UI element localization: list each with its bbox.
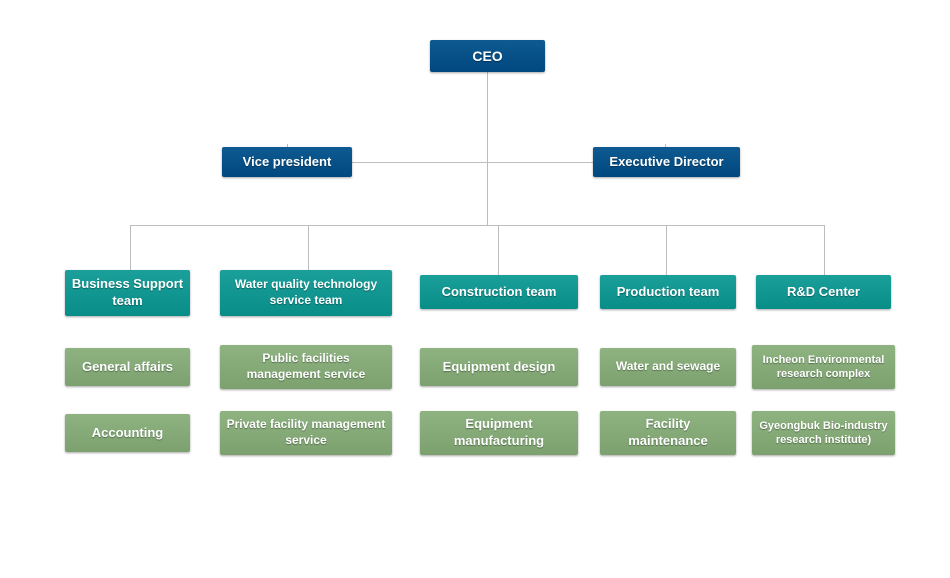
edge (308, 225, 309, 270)
node-accounting: Accounting (65, 414, 190, 452)
node-executive-director: Executive Director (593, 147, 740, 177)
node-business-support-team: Business Support team (65, 270, 190, 316)
edge (498, 225, 499, 275)
edge (824, 225, 825, 275)
node-equipment-manufacturing: Equipment manufacturing (420, 411, 578, 455)
node-gyeongbuk-research-institute: Gyeongbuk Bio-industry research institut… (752, 411, 895, 455)
node-rnd-center: R&D Center (756, 275, 891, 309)
edge (130, 225, 131, 270)
node-vice-president: Vice president (222, 147, 352, 177)
edge (487, 72, 488, 225)
org-chart: CEO Vice president Executive Director Bu… (0, 0, 950, 578)
node-construction-team: Construction team (420, 275, 578, 309)
node-water-and-sewage: Water and sewage (600, 348, 736, 386)
node-facility-maintenance: Facility maintenance (600, 411, 736, 455)
edge (666, 225, 667, 275)
node-equipment-design: Equipment design (420, 348, 578, 386)
node-general-affairs: General affairs (65, 348, 190, 386)
node-water-quality-team: Water quality technology service team (220, 270, 392, 316)
node-private-facility-service: Private facility management service (220, 411, 392, 455)
node-production-team: Production team (600, 275, 736, 309)
node-ceo: CEO (430, 40, 545, 72)
node-public-facilities-service: Public facilities management service (220, 345, 392, 389)
node-incheon-research-complex: Incheon Environmental research complex (752, 345, 895, 389)
edge (130, 225, 825, 226)
